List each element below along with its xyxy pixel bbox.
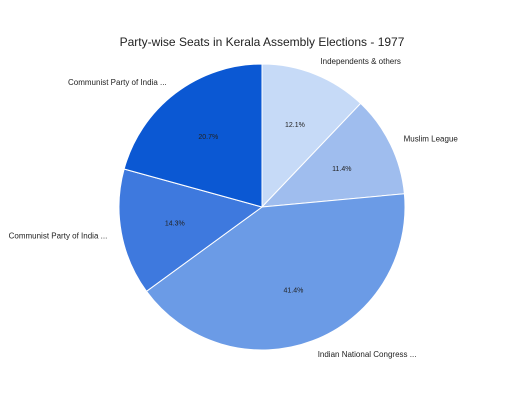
percent-labels: 12.1% 11.4% 41.4% 14.3% 20.7%	[165, 122, 352, 294]
slice-category-label: Independents & others	[320, 57, 401, 66]
pie-slices	[118, 63, 406, 351]
slice-percent-label: 14.3%	[165, 220, 185, 227]
pie-slice	[260, 102, 405, 208]
pie-slice	[123, 63, 263, 208]
slice-percent-label: 41.4%	[283, 287, 303, 294]
slice-percent-label: 20.7%	[198, 134, 218, 141]
chart-title: Party-wise Seats in Kerala Assembly Elec…	[120, 35, 405, 49]
slice-labels: Independents & others Muslim League Indian…	[9, 57, 459, 359]
slice-category-label: Indian National Congress ...	[318, 350, 417, 359]
slice-category-label: Muslim League	[404, 134, 459, 143]
slice-percent-label: 11.4%	[332, 166, 351, 173]
pie-slice	[118, 168, 264, 293]
slice-percent-label: 12.1%	[285, 122, 305, 129]
slice-category-label: Communist Party of India ...	[68, 78, 167, 87]
pie-slice	[261, 63, 362, 209]
slice-category-label: Communist Party of India ...	[9, 231, 108, 240]
pie-slice	[145, 193, 406, 351]
